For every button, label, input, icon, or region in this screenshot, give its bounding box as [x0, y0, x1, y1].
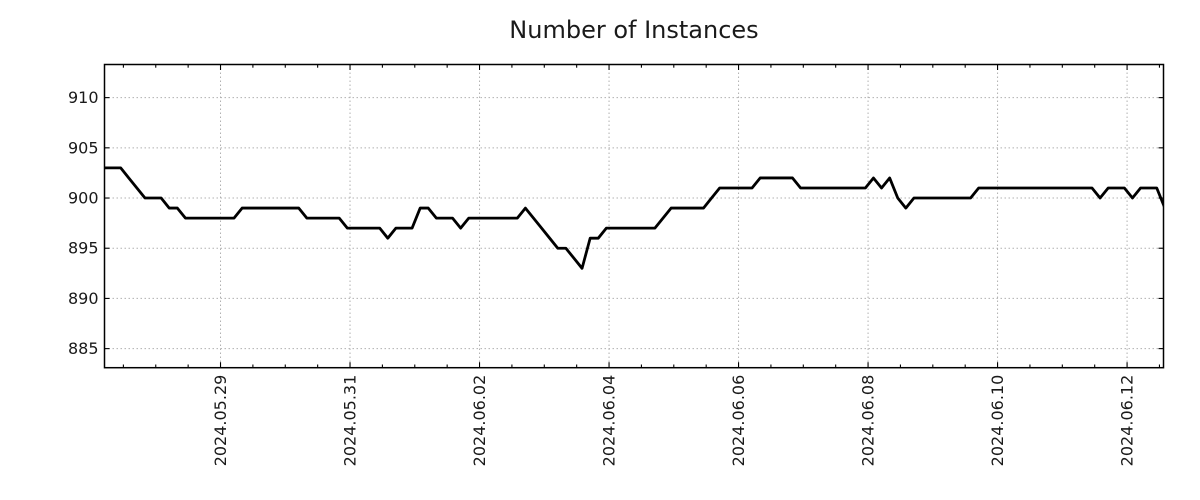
x-tick-label: 2024.06.04	[600, 375, 619, 467]
axes-layer: 885 890 895 900 905 910 2024.05.29 2024.05.31 20…	[68, 63, 1165, 467]
y-tick-label: 890	[68, 289, 99, 308]
plot-border	[103, 63, 1165, 369]
data-line-instances	[104, 166, 1164, 270]
x-tick-label: 2024.06.12	[1118, 375, 1137, 467]
x-tick-label: 2024.06.06	[729, 375, 748, 467]
x-tick-label: 2024.06.02	[470, 375, 489, 467]
chart-title: Number of Instances	[509, 16, 758, 44]
y-tick-label: 885	[68, 339, 99, 358]
y-tick-label: 905	[68, 138, 99, 157]
y-tick-label: 895	[68, 239, 99, 258]
series-layer	[104, 166, 1164, 270]
y-tick-label: 900	[68, 189, 99, 208]
x-tick-label: 2024.05.29	[211, 375, 230, 467]
x-tick-label: 2024.05.31	[341, 375, 360, 467]
y-tick-label: 910	[68, 88, 99, 107]
grid-layer	[104, 64, 1164, 368]
x-tick-label: 2024.06.10	[988, 375, 1007, 467]
x-tick-label: 2024.06.08	[859, 375, 878, 467]
